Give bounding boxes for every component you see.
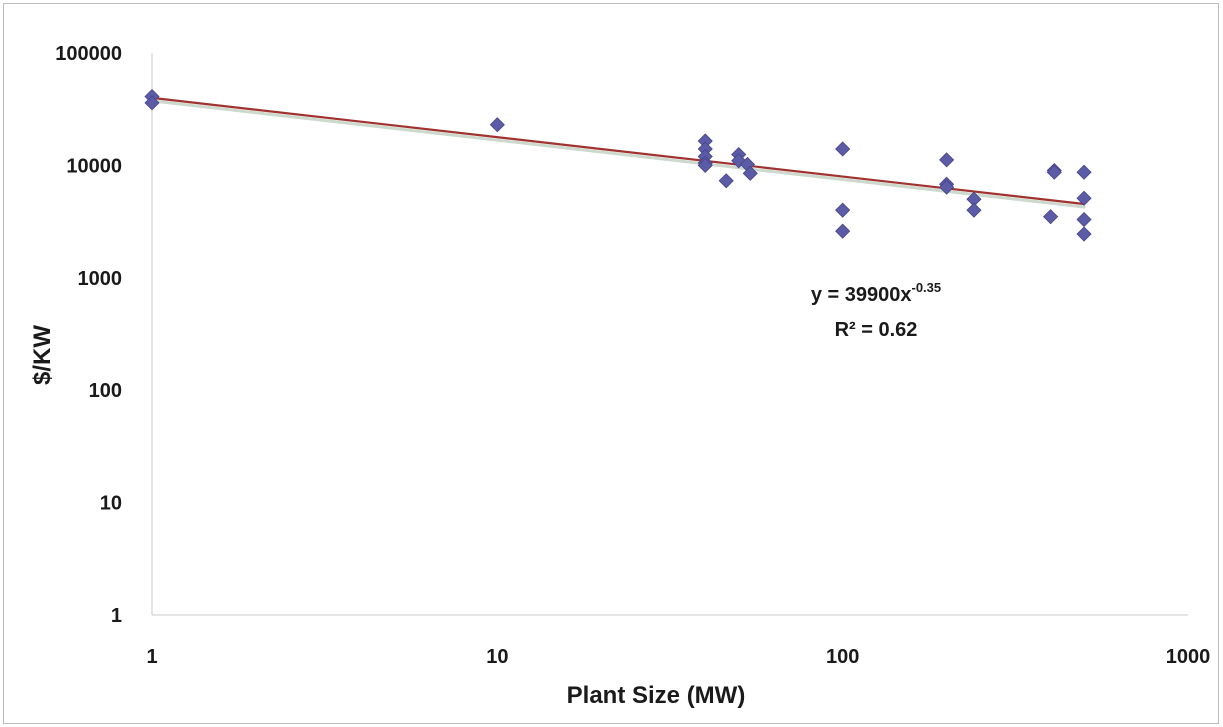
y-tick-labels: 1 10 100 1000 10000 100000	[55, 43, 122, 627]
data-point	[144, 95, 160, 111]
data-point	[1043, 209, 1059, 225]
trendline-group	[150, 96, 1086, 209]
x-tick-label: 1000	[1166, 646, 1211, 668]
y-tick-label: 1	[111, 605, 122, 627]
y-axis-title: $/KW	[29, 325, 56, 385]
trendline-equation-exponent: -0.35	[912, 280, 942, 295]
data-point	[742, 165, 758, 181]
trendline-equation: y = 39900x-0.35	[811, 280, 941, 306]
trendline-equation-base: y = 39900x	[811, 284, 912, 306]
axes	[151, 53, 1188, 616]
x-tick-label: 10	[486, 646, 508, 668]
y-tick-label: 100000	[55, 43, 122, 65]
y-tick-label: 10000	[66, 155, 122, 177]
data-point	[835, 202, 851, 218]
data-point	[1046, 164, 1062, 180]
trendline-shadow	[150, 99, 1086, 209]
data-point	[939, 152, 955, 168]
data-point	[1076, 211, 1092, 228]
x-axis-title: Plant Size (MW)	[567, 682, 746, 709]
data-point	[1076, 190, 1092, 206]
y-tick-label: 10	[100, 493, 122, 515]
y-tick-label: 100	[89, 380, 122, 402]
data-point	[697, 157, 713, 173]
data-point	[1076, 164, 1092, 180]
x-tick-label: 100	[826, 646, 859, 668]
x-tick-label: 1	[146, 646, 157, 668]
data-point	[939, 179, 955, 195]
x-tick-labels: 1 10 100 1000	[146, 646, 1210, 668]
data-point	[835, 223, 851, 239]
data-point	[966, 202, 982, 218]
data-point	[1076, 226, 1092, 242]
y-tick-label: 1000	[78, 268, 123, 290]
data-point	[835, 141, 851, 157]
data-point	[718, 173, 734, 189]
trendline	[150, 96, 1086, 206]
data-points	[144, 88, 1092, 242]
data-point	[489, 117, 505, 133]
chart-frame	[3, 3, 1219, 724]
trendline-r-squared: R² = 0.62	[835, 319, 918, 341]
